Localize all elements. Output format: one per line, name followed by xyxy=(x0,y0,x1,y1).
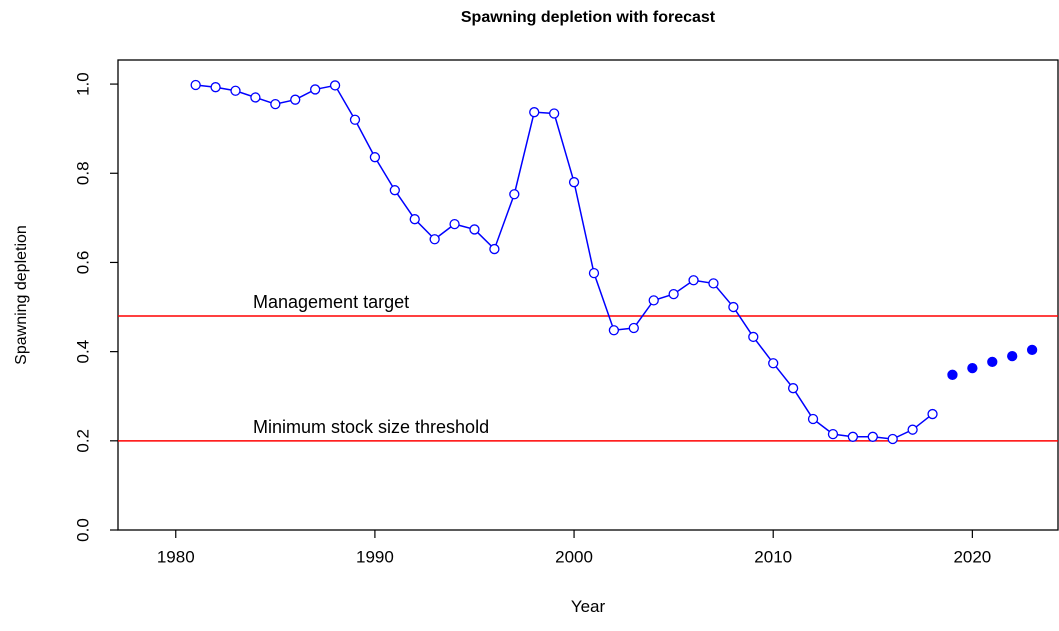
data-point xyxy=(768,358,779,369)
x-tick-label: 1990 xyxy=(356,547,394,566)
chart-title: Spawning depletion with forecast xyxy=(461,9,716,26)
data-point xyxy=(310,84,321,95)
data-point xyxy=(349,114,361,125)
data-point xyxy=(568,177,580,188)
data-point xyxy=(967,362,978,374)
y-tick-label: 1.0 xyxy=(73,72,92,96)
data-point xyxy=(270,98,281,110)
data-point xyxy=(708,278,719,289)
data-point xyxy=(529,107,540,118)
data-point xyxy=(250,92,261,103)
data-point xyxy=(429,234,440,245)
y-tick-label: 0.0 xyxy=(73,518,92,542)
data-point xyxy=(230,85,241,96)
data-point xyxy=(608,325,620,336)
data-point xyxy=(887,433,898,445)
y-tick-label: 0.4 xyxy=(73,340,92,364)
data-point xyxy=(787,383,799,394)
data-point xyxy=(1007,350,1018,362)
data-point xyxy=(588,267,600,279)
data-point xyxy=(947,369,958,380)
data-point xyxy=(329,80,341,91)
data-point xyxy=(548,108,560,119)
data-point xyxy=(190,79,201,91)
data-point xyxy=(907,424,918,435)
reference-label: Minimum stock size threshold xyxy=(253,417,489,437)
x-tick-label: 2020 xyxy=(953,547,991,566)
x-tick-label: 1980 xyxy=(157,547,195,566)
x-axis-label: Year xyxy=(571,597,606,616)
data-line xyxy=(195,84,933,440)
data-point xyxy=(847,431,859,442)
data-point xyxy=(987,356,998,368)
x-tick-label: 2000 xyxy=(555,547,593,566)
data-point xyxy=(827,428,839,440)
data-point xyxy=(509,189,520,200)
y-tick-label: 0.8 xyxy=(73,161,92,185)
y-tick-label: 0.2 xyxy=(73,429,92,453)
data-point xyxy=(728,301,739,313)
data-point xyxy=(489,243,500,255)
y-axis-label: Spawning depletion xyxy=(13,225,30,365)
data-point xyxy=(210,82,221,93)
data-point xyxy=(290,94,301,105)
data-point xyxy=(688,275,699,286)
data-point xyxy=(628,322,639,334)
data-point xyxy=(369,152,381,163)
data-point xyxy=(748,331,759,343)
y-tick-label: 0.6 xyxy=(73,251,92,275)
data-point xyxy=(449,218,460,230)
data-point xyxy=(867,431,878,442)
data-point xyxy=(389,185,400,196)
data-point xyxy=(807,413,819,425)
data-point xyxy=(1026,344,1038,355)
data-point xyxy=(469,224,480,235)
data-point xyxy=(648,295,659,306)
reference-label: Management target xyxy=(253,292,409,312)
data-point xyxy=(668,288,679,300)
plot-frame xyxy=(117,59,1059,531)
x-tick-label: 2010 xyxy=(754,547,792,566)
data-point xyxy=(409,214,420,225)
data-point xyxy=(927,408,938,420)
